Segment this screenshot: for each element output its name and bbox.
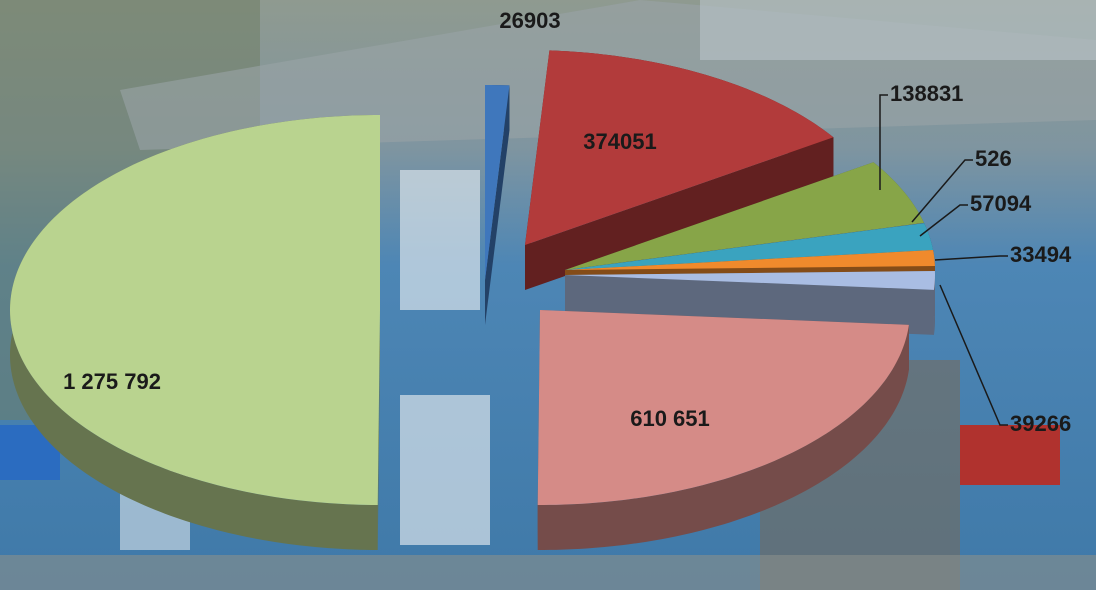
leader-line <box>934 255 1008 261</box>
slice-side <box>377 310 380 550</box>
slice <box>525 50 834 245</box>
slice <box>485 85 510 280</box>
data-label: 526 <box>975 146 1012 171</box>
slice <box>537 310 909 505</box>
leader-line <box>879 94 888 190</box>
slice <box>565 271 935 290</box>
pie <box>10 50 935 550</box>
data-label: 374051 <box>583 129 656 154</box>
data-label: 610 651 <box>630 406 710 431</box>
data-label: 39266 <box>1010 411 1071 436</box>
data-label: 138831 <box>890 81 963 106</box>
slice-tops <box>10 50 935 505</box>
leader-line <box>919 204 968 237</box>
slice-side <box>933 271 935 335</box>
slice <box>565 222 925 270</box>
slice <box>10 115 381 505</box>
slice-side <box>525 137 834 290</box>
slice-side <box>485 85 510 325</box>
data-label: 57094 <box>970 191 1032 216</box>
slice <box>565 162 925 270</box>
slice-side <box>537 324 909 550</box>
data-label: 1 275 792 <box>63 369 161 394</box>
labels: 26903 374051 138831 526 57094 33494 39266 610 6… <box>63 8 1072 436</box>
leader-line <box>939 284 1008 426</box>
slice <box>565 250 935 270</box>
data-label: 26903 <box>499 8 560 33</box>
leader-line <box>911 159 973 223</box>
slice <box>565 223 934 270</box>
data-label: 33494 <box>1010 242 1072 267</box>
